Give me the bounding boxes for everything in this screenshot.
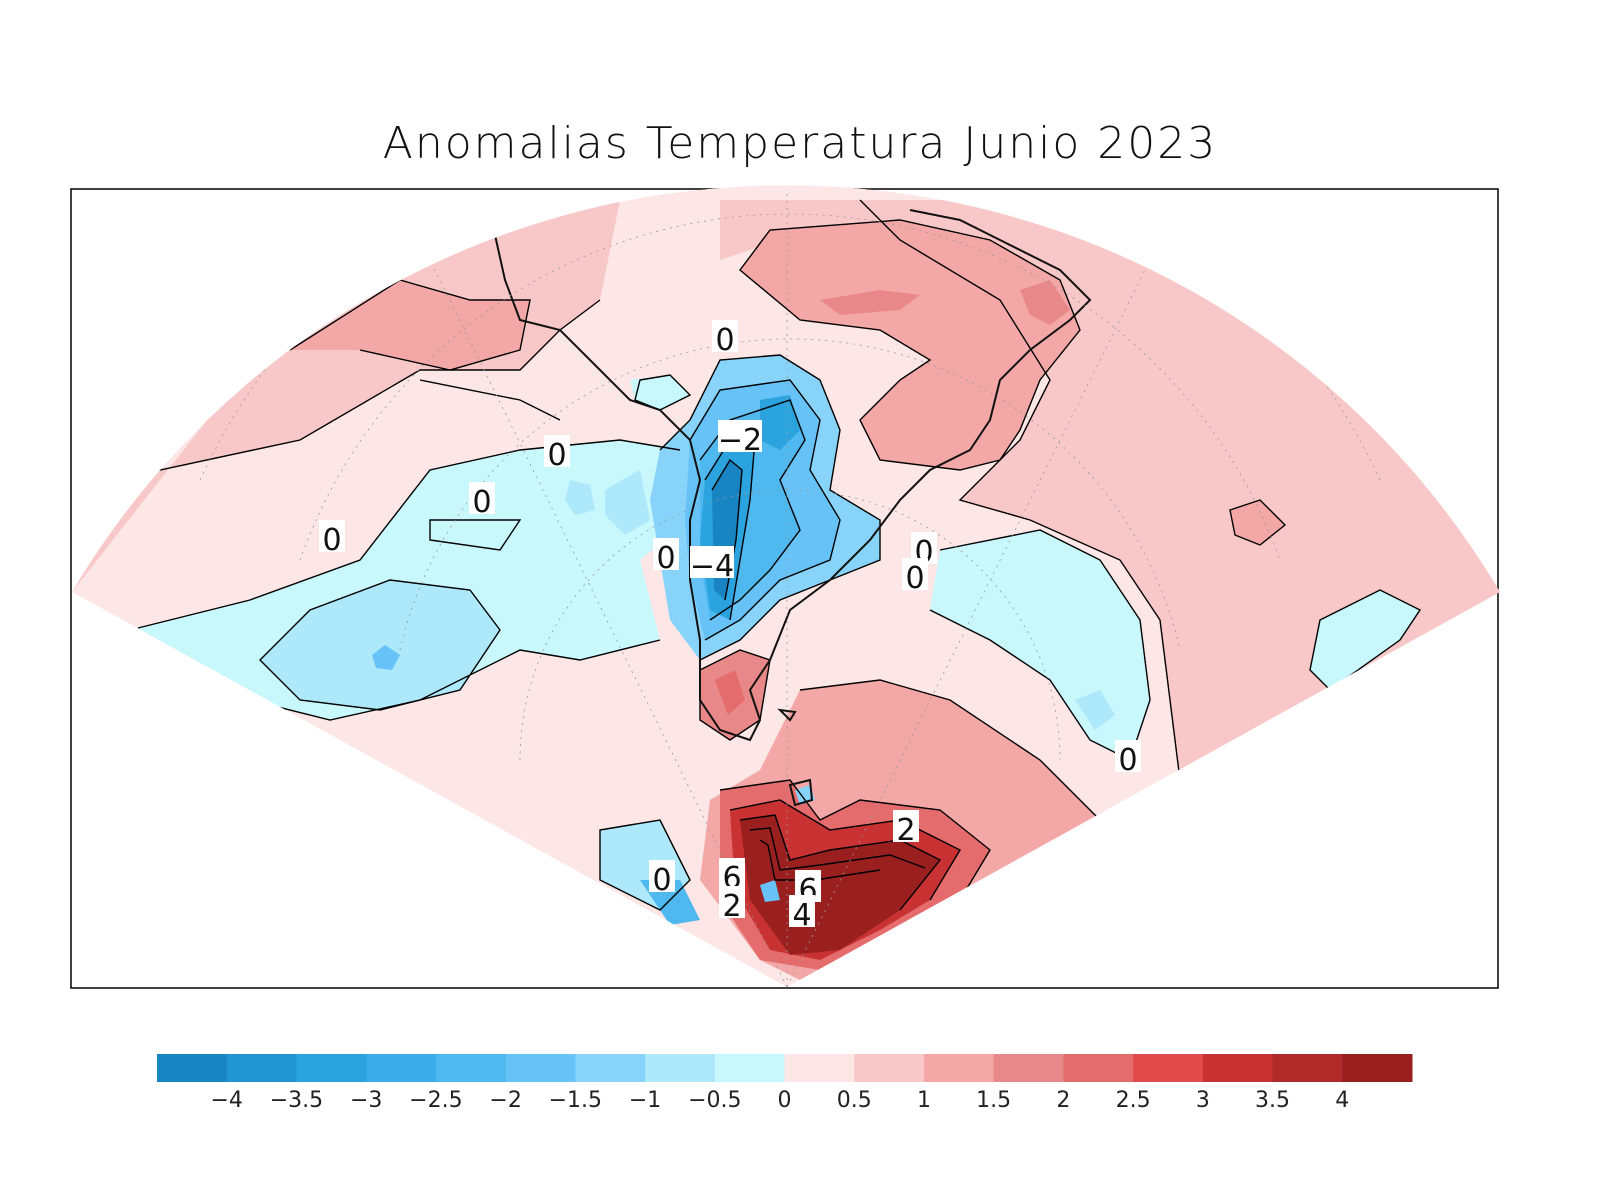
- colorbar-tick-label: −2: [489, 1088, 521, 1113]
- map-title: Anomalias Temperatura Junio 2023: [382, 118, 1218, 169]
- contour-label: −4: [690, 549, 734, 584]
- contour-label-background: [544, 435, 570, 467]
- anomaly-region: [72, 200, 620, 592]
- colorbar-tick-label: −2.5: [409, 1088, 462, 1113]
- colorbar-tick-label: 2: [1056, 1088, 1070, 1113]
- contour-label: 4: [792, 898, 811, 933]
- colorbar-tick-label: −1: [629, 1088, 661, 1113]
- anomaly-region: [372, 645, 400, 670]
- anomaly-region: [820, 290, 920, 315]
- contour-label-background: [719, 886, 745, 918]
- colorbar-swatch: [784, 1054, 855, 1082]
- contour-label: 0: [656, 541, 675, 576]
- contour-label-background: [789, 895, 815, 927]
- colorbar-tick-label: 3.5: [1255, 1088, 1290, 1113]
- colorbar-tick-label: −4: [211, 1088, 243, 1113]
- anomaly-region: [290, 280, 530, 370]
- colorbar-swatch: [296, 1054, 367, 1082]
- colorbar-swatch: [645, 1054, 716, 1082]
- anomaly-region: [1020, 280, 1070, 325]
- colorbar-swatch: [435, 1054, 507, 1082]
- contour-label-background: [719, 858, 745, 890]
- colorbar-tick-label: −3.5: [270, 1088, 323, 1113]
- anomaly-region: [630, 375, 690, 410]
- anomaly-region: [1075, 690, 1115, 730]
- colorbar-swatch: [575, 1054, 646, 1082]
- contour-label-background: [718, 420, 762, 452]
- anomaly-field: [72, 185, 1500, 987]
- colorbar-tick-label: −0.5: [688, 1088, 741, 1113]
- colorbar-swatch: [157, 1054, 228, 1082]
- contour-label-background: [690, 546, 734, 578]
- contour-label: 0: [547, 438, 566, 473]
- anomaly-region: [565, 480, 595, 515]
- anomaly-region: [260, 580, 500, 710]
- contour-label-background: [469, 482, 495, 514]
- contour-label-background: [1115, 740, 1141, 772]
- colorbar-swatch: [854, 1054, 925, 1082]
- colorbar-swatch: [1342, 1054, 1413, 1082]
- colorbar-tick-label: 3: [1196, 1088, 1210, 1113]
- colorbar-swatch: [714, 1054, 785, 1082]
- contour-label: 0: [715, 323, 734, 358]
- colorbar-tick-label: −1.5: [549, 1088, 602, 1113]
- colorbar-tick-label: 2.5: [1116, 1088, 1151, 1113]
- contour-label-background: [649, 860, 675, 892]
- colorbar-tick-label: 1: [917, 1088, 931, 1113]
- colorbar-swatch: [1272, 1054, 1343, 1082]
- colorbar-tick-label: −3: [350, 1088, 382, 1113]
- colorbar-tick-label: 0.5: [837, 1088, 872, 1113]
- colorbar-swatch: [993, 1054, 1064, 1082]
- contour-label-background: [902, 558, 928, 590]
- anomaly-region: [605, 470, 650, 535]
- contour-label: −2: [718, 423, 762, 458]
- contour-label-background: [893, 810, 919, 842]
- colorbar: −4 −3.5 −3 −2.5 −2 −1.5 −1 −0.5 0 0.5 1 1.5 2 2.5 3 3.5…: [157, 1054, 1413, 1113]
- colorbar-swatch: [1133, 1054, 1204, 1082]
- contour-label: 0: [1118, 743, 1137, 778]
- anomaly-region: [760, 880, 780, 902]
- colorbar-tick-label: 4: [1335, 1088, 1349, 1113]
- contour-label: 0: [322, 523, 341, 558]
- anomaly-region: [760, 395, 800, 450]
- colorbar-swatch: [366, 1054, 437, 1082]
- colorbar-swatch: [1063, 1054, 1134, 1082]
- anomaly-region: [1310, 590, 1420, 690]
- coastline: [494, 209, 1092, 807]
- anomaly-region: [715, 670, 745, 715]
- contour-label: 2: [722, 889, 741, 924]
- colorbar-swatch: [1202, 1054, 1274, 1082]
- contour-label-background: [712, 320, 738, 352]
- contour-label: 2: [896, 813, 915, 848]
- colorbar-swatch: [226, 1054, 297, 1082]
- colorbar-tick-label: 0: [778, 1088, 792, 1113]
- colorbar-swatch: [505, 1054, 576, 1082]
- contour-label: 0: [652, 863, 671, 898]
- contour-label-background: [319, 520, 345, 552]
- colorbar-swatch: [923, 1054, 995, 1082]
- anomaly-region: [740, 220, 1080, 470]
- colorbar-tick-label: 1.5: [976, 1088, 1011, 1113]
- contour-label: 0: [905, 561, 924, 596]
- contour-label-background: [653, 538, 679, 570]
- contour-label: 0: [472, 485, 491, 520]
